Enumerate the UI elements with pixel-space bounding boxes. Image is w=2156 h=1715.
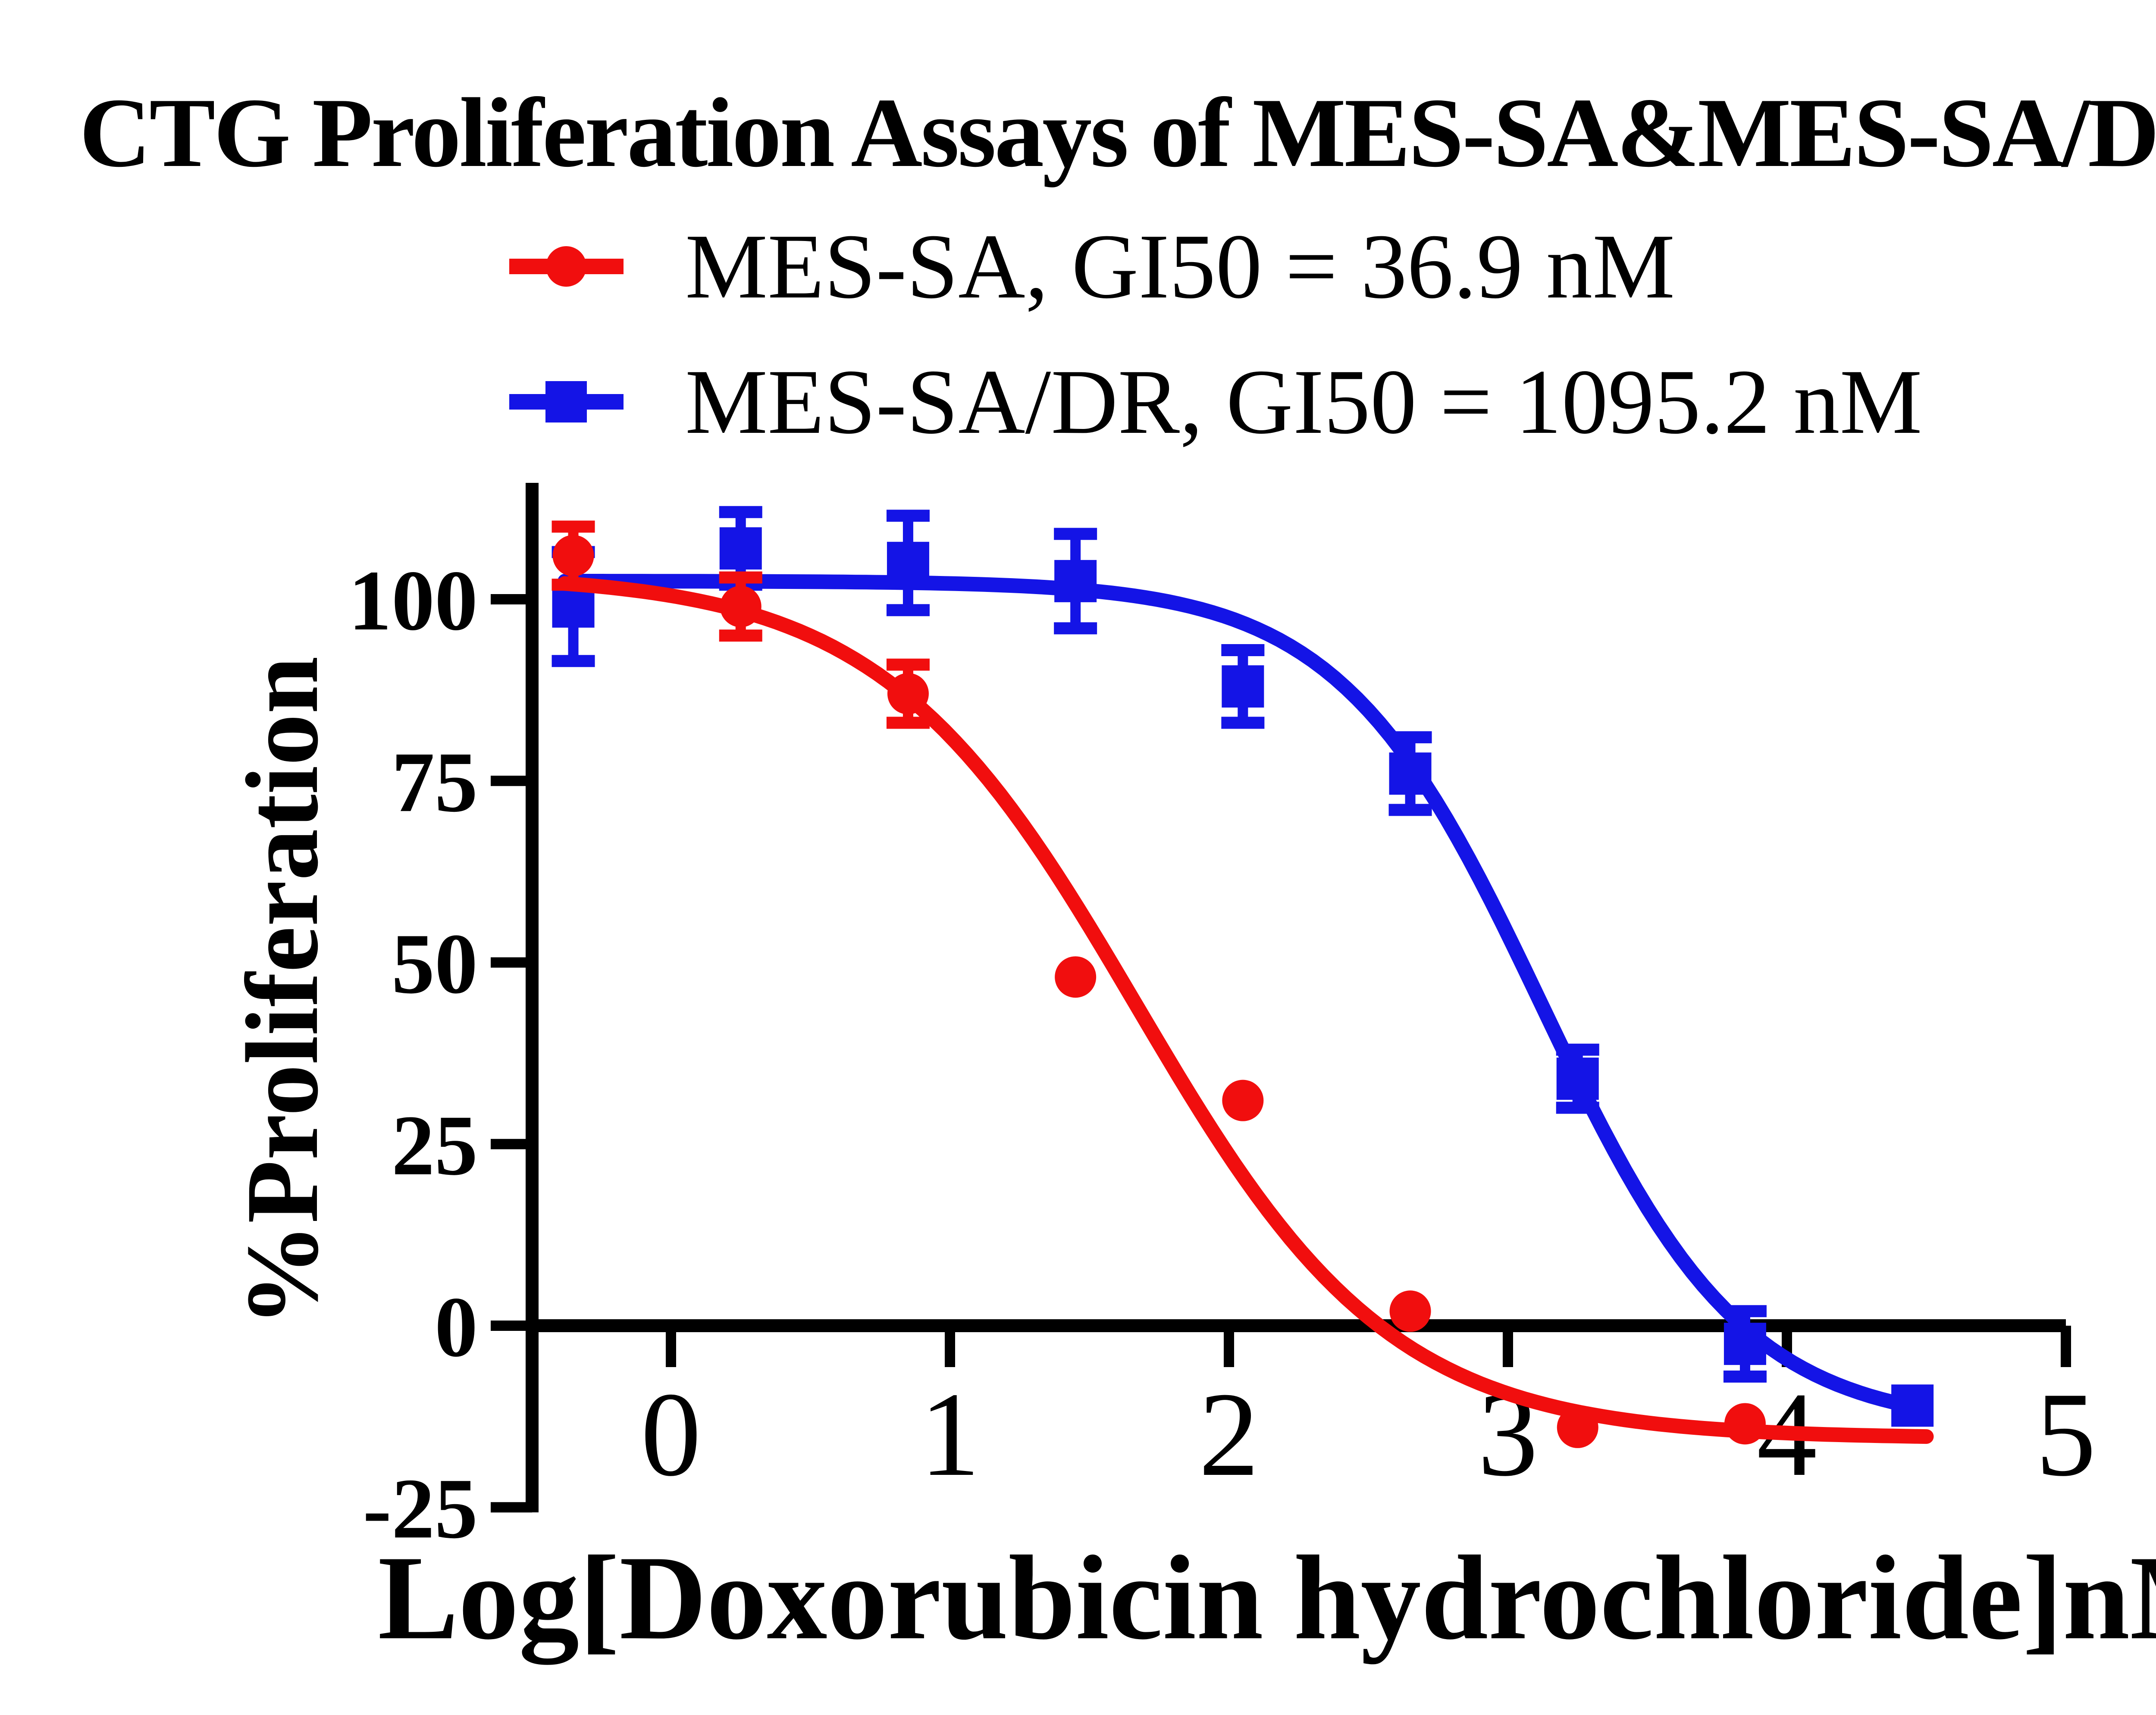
- fit-curve-mes-sa-dr: [558, 574, 1912, 1412]
- legend-item-mes-sa-dr: MES-SA/DR, GI50 = 1095.2 nM: [509, 350, 1922, 453]
- y-tick-label: 0: [435, 1280, 478, 1375]
- data-point-mes-sa: [1389, 1290, 1431, 1332]
- x-tick-label: 0: [641, 1367, 701, 1501]
- series-group: [552, 506, 1934, 1448]
- data-point-mes-sa-dr: [1724, 1323, 1766, 1365]
- data-point-mes-sa: [1557, 1406, 1598, 1448]
- legend-circle-marker: [546, 246, 586, 287]
- data-point-mes-sa: [720, 585, 761, 627]
- legend-label-mes-sa: MES-SA, GI50 = 36.9 nM: [685, 215, 1675, 318]
- x-tick-label: 2: [1199, 1367, 1259, 1501]
- y-tick-label: -25: [363, 1461, 478, 1556]
- data-point-mes-sa: [552, 535, 594, 576]
- data-point-mes-sa: [1055, 956, 1097, 998]
- data-point-mes-sa-dr: [1054, 560, 1097, 602]
- x-tick-label: 5: [2036, 1367, 2096, 1501]
- legend-square-marker: [545, 381, 587, 422]
- legend-item-mes-sa: MES-SA, GI50 = 36.9 nM: [509, 215, 1675, 318]
- data-point-mes-sa: [1724, 1403, 1766, 1445]
- chart-title: CTG Proliferation Assays of MES-SA&MES-S…: [79, 78, 2156, 188]
- y-tick-label: 75: [392, 735, 478, 830]
- series-mes-sa: [552, 520, 1934, 1448]
- data-point-mes-sa-dr: [1389, 752, 1432, 795]
- x-axis-title: Log[Doxorubicin hydrochloride]nM: [378, 1530, 2156, 1667]
- legend-label-mes-sa-dr: MES-SA/DR, GI50 = 1095.2 nM: [685, 350, 1922, 453]
- y-axis-title: %Proliferation: [225, 656, 339, 1327]
- data-point-mes-sa-dr: [1891, 1384, 1934, 1427]
- y-tick-label: 100: [348, 553, 478, 648]
- data-point-mes-sa: [887, 673, 929, 715]
- fit-curve-mes-sa: [558, 576, 1934, 1444]
- y-tick-label: 25: [392, 1098, 478, 1193]
- data-point-mes-sa-dr: [719, 527, 762, 570]
- data-point-mes-sa-dr: [1222, 665, 1264, 708]
- data-point-mes-sa-dr: [887, 541, 929, 584]
- data-point-mes-sa-dr: [1556, 1058, 1599, 1100]
- data-point-mes-sa: [1222, 1080, 1264, 1121]
- series-mes-sa-dr: [552, 506, 1934, 1427]
- legend: MES-SA, GI50 = 36.9 nM MES-SA/DR, GI50 =…: [509, 215, 1922, 453]
- y-tick-label: 50: [392, 917, 478, 1012]
- x-tick-label: 1: [920, 1367, 980, 1501]
